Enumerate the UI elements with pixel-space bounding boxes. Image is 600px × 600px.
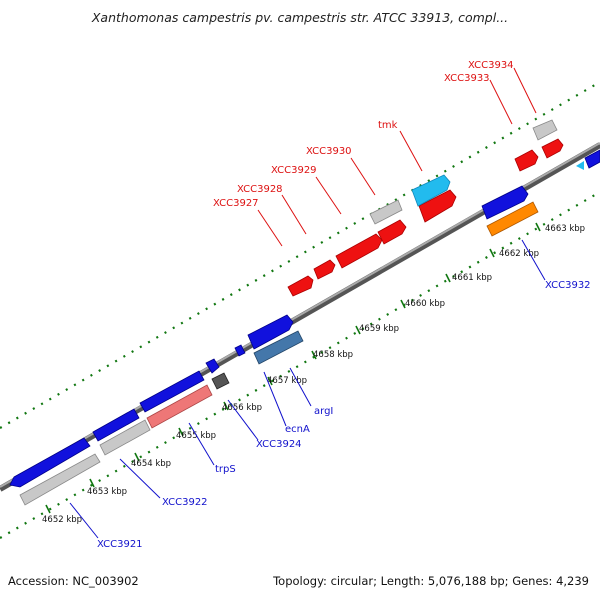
ruler-label: 4658 kbp [313, 350, 353, 360]
ruler-label: 4660 kbp [405, 299, 445, 309]
ruler-label: 4655 kbp [176, 431, 216, 441]
gene-XCC3921[interactable] [19, 453, 101, 506]
accession-text: Accession: NC_003902 [8, 574, 139, 588]
gene-XCC3933[interactable] [514, 149, 539, 172]
gene-label[interactable]: ecnA [285, 424, 310, 435]
gene-blue-4[interactable] [247, 314, 294, 350]
reverse-features[interactable] [9, 185, 539, 506]
gene-label[interactable]: XCC3922 [162, 497, 208, 508]
gene-XCC3929b[interactable] [377, 219, 407, 245]
gene-blue-3[interactable] [139, 370, 205, 413]
ruler-label: 4654 kbp [131, 459, 171, 469]
gene-label[interactable]: XCC3932 [545, 280, 591, 291]
gene-right-edge[interactable] [584, 149, 600, 169]
gene-XCC3922[interactable] [99, 419, 151, 456]
ruler-label: 4656 kbp [222, 403, 262, 413]
ruler-label: 4657 kbp [267, 376, 307, 386]
ruler-labels: 4652 kbp 4653 kbp 4654 kbp 4655 kbp 4656… [42, 224, 585, 525]
forward-leaders [257, 67, 537, 247]
gene-label[interactable]: trpS [215, 464, 236, 475]
ruler-label: 4661 kbp [452, 273, 492, 283]
gene-blue-1[interactable] [9, 437, 91, 488]
gene-XCC3927[interactable] [287, 275, 314, 297]
gene-ecnA[interactable] [234, 344, 246, 357]
reverse-labels: XCC3921 XCC3922 trpS XCC3924 ecnA argI X… [97, 280, 591, 550]
gene-label[interactable]: XCC3929 [271, 165, 317, 176]
map-title: Xanthomonas campestris pv. campestris st… [91, 10, 509, 25]
gene-label[interactable]: XCC3924 [256, 439, 302, 450]
gene-argI[interactable] [253, 330, 304, 365]
ruler-label: 4652 kbp [42, 515, 82, 525]
gene-blue-small-1[interactable] [205, 358, 220, 374]
ruler-label: 4659 kbp [359, 324, 399, 334]
ruler-label: 4662 kbp [499, 249, 539, 259]
lower-dot-track [0, 191, 600, 539]
ruler-label: 4663 kbp [545, 224, 585, 234]
gene-label[interactable]: argI [314, 406, 333, 417]
gene-XCC3933b[interactable] [541, 138, 564, 159]
gene-label[interactable]: XCC3927 [213, 198, 259, 209]
gene-label[interactable]: XCC3934 [468, 60, 514, 71]
feature-cyan-small[interactable] [576, 161, 584, 170]
gene-XCC3934[interactable] [532, 119, 558, 141]
gene-blue-2[interactable] [92, 408, 140, 442]
ruler-label: 4653 kbp [87, 487, 127, 497]
forward-features[interactable] [287, 119, 600, 297]
gene-tmk[interactable] [418, 189, 457, 223]
gene-label[interactable]: XCC3933 [444, 73, 490, 84]
gene-XCC3932[interactable] [486, 201, 539, 237]
gene-label[interactable]: XCC3921 [97, 539, 143, 550]
gene-label[interactable]: tmk [378, 120, 398, 131]
upper-dot-track [0, 81, 600, 429]
gene-label[interactable]: XCC3930 [306, 146, 352, 157]
gene-XCC3929[interactable] [335, 233, 383, 269]
major-ticks [45, 222, 541, 514]
genome-summary-text: Topology: circular; Length: 5,076,188 bp… [273, 574, 589, 588]
gene-XCC3928[interactable] [313, 259, 336, 280]
gene-trpS[interactable] [146, 384, 213, 429]
reverse-leaders [69, 239, 546, 539]
gene-label[interactable]: XCC3928 [237, 184, 283, 195]
gene-XCC3924[interactable] [211, 372, 230, 390]
forward-labels: XCC3927 XCC3928 XCC3929 XCC3930 tmk XCC3… [213, 60, 514, 209]
gene-XCC3930[interactable] [369, 199, 403, 225]
feature-cyan[interactable] [411, 174, 451, 207]
gene-blue-5[interactable] [481, 185, 529, 220]
